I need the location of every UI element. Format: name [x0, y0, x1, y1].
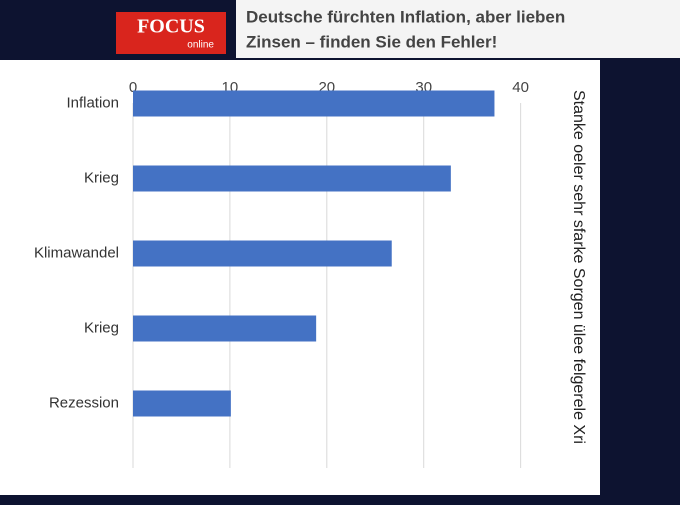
logo: FOCUS	[137, 16, 205, 38]
y-tick-label: Klimawandel	[34, 244, 119, 261]
headline: Deutsche fürchten Inflation, aber lieben	[246, 7, 565, 26]
y-tick-label: Krieg	[84, 319, 119, 336]
bar	[133, 390, 231, 417]
y-tick-label: Rezession	[49, 394, 119, 411]
logo-sub: online	[187, 40, 214, 51]
bar	[133, 240, 392, 267]
bar	[133, 90, 495, 117]
x-tick-label: 40	[512, 79, 529, 96]
headline: Zinsen – finden Sie den Fehler!	[246, 32, 497, 51]
bar	[133, 315, 317, 342]
header-panel	[236, 0, 680, 58]
y-tick-label: Inflation	[66, 94, 119, 111]
axis-label: Stanke oeler sehr sfarke Sorgen ülee fel…	[570, 90, 587, 444]
bar	[133, 165, 451, 192]
y-tick-label: Krieg	[84, 169, 119, 186]
logo-box	[116, 12, 226, 54]
chart-panel	[0, 60, 600, 495]
x-tick-label: 0	[129, 79, 137, 96]
